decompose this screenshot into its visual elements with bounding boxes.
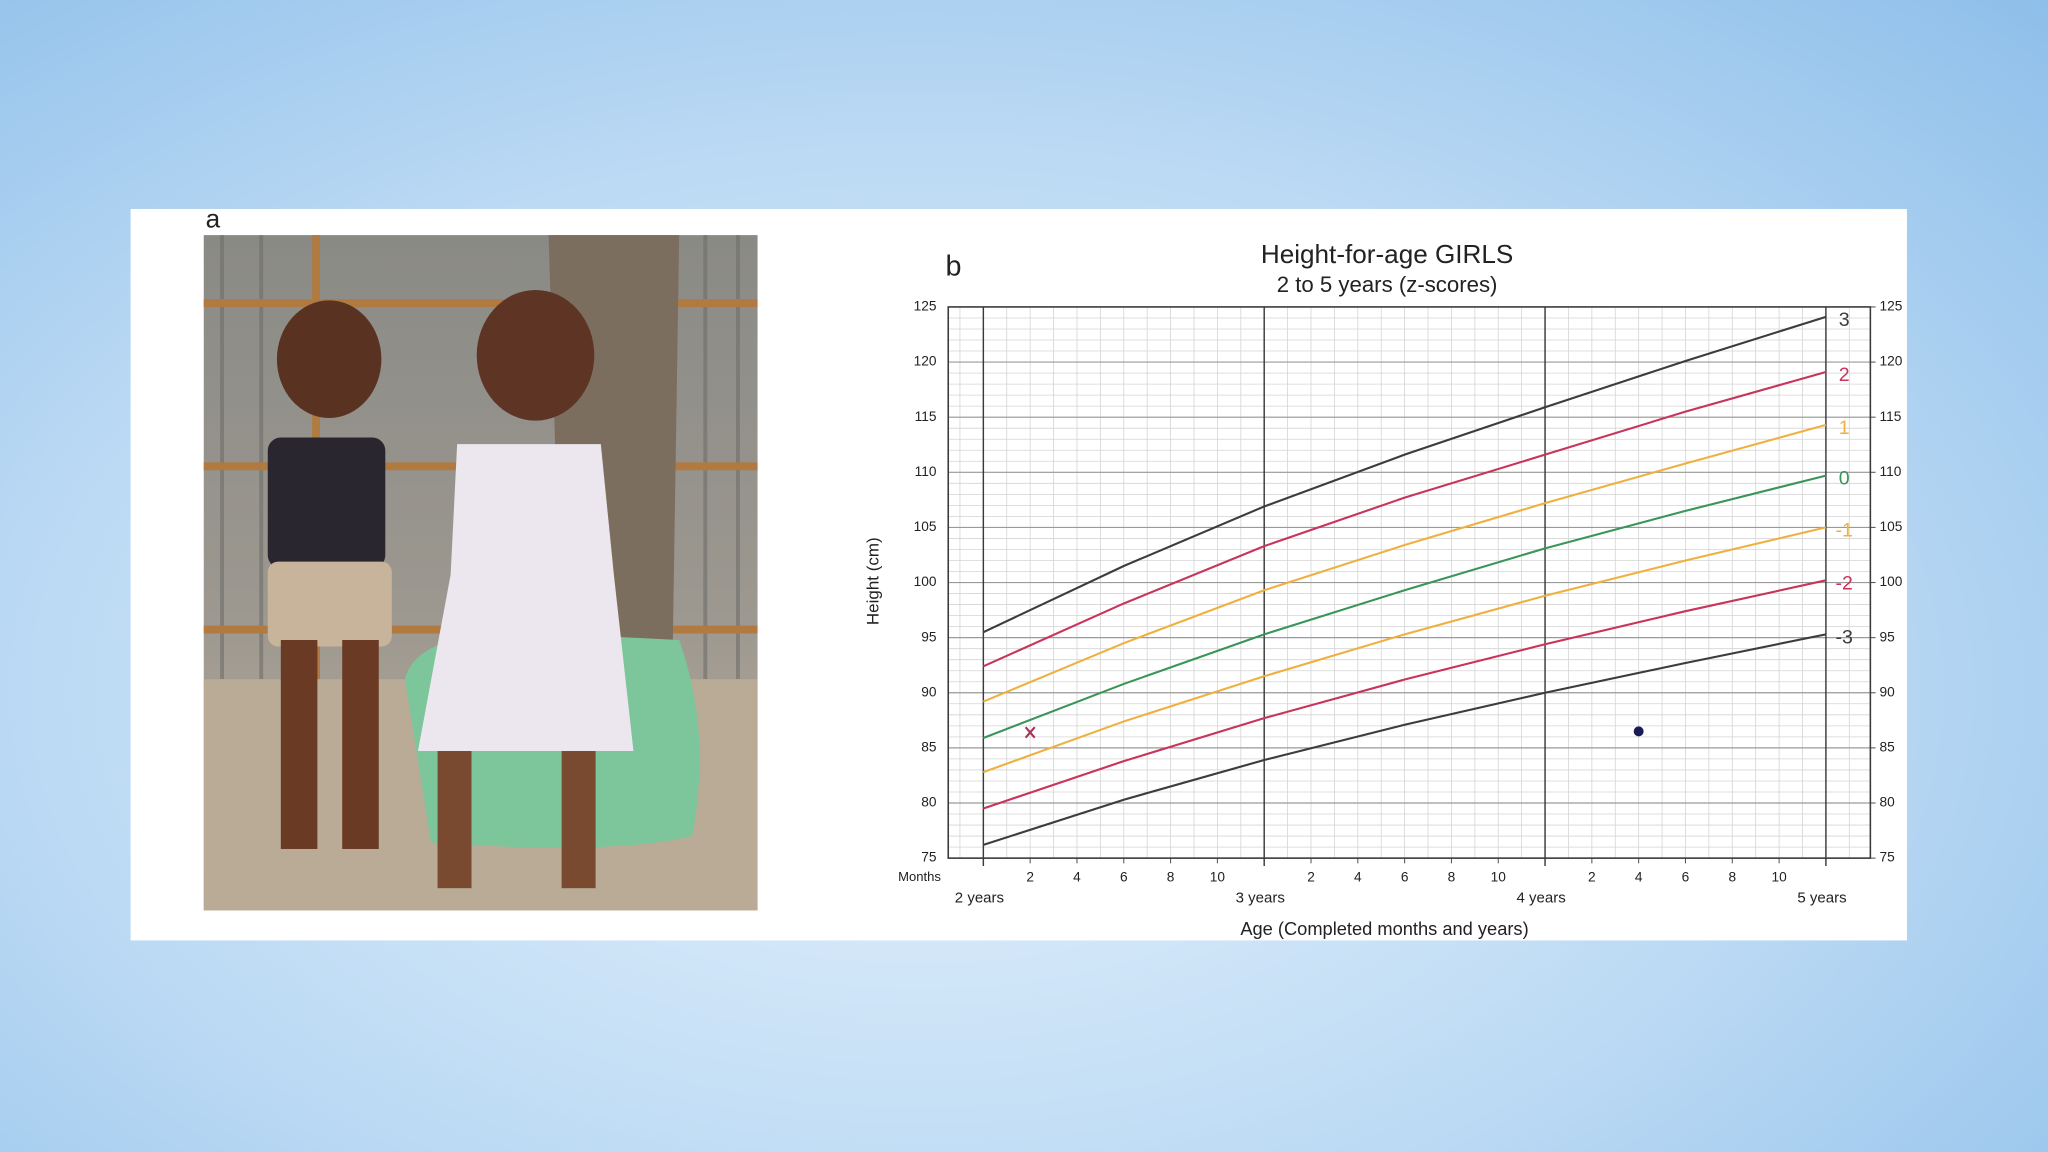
- x-tick-label: 6: [1682, 869, 1690, 884]
- chart-subtitle: 2 to 5 years (z-scores): [1277, 272, 1498, 297]
- y-tick-label: 80: [921, 795, 937, 810]
- z-score-curve: [982, 474, 1827, 739]
- x-tick-label: 8: [1448, 869, 1456, 884]
- z-score-curve: [983, 579, 1827, 810]
- z-score-curve: [982, 315, 1827, 634]
- z-score-curve: [982, 370, 1827, 668]
- y2-tick-label: 90: [1880, 684, 1896, 699]
- curve-label: 1: [1839, 417, 1850, 439]
- y-axis-label: Height (cm): [863, 537, 882, 625]
- x-axis-label: Age (Completed months and years): [1240, 918, 1528, 939]
- measurement-marker: [1633, 726, 1644, 737]
- y-tick-label: 95: [921, 629, 937, 644]
- y2-tick-label: 125: [1880, 299, 1903, 314]
- y2-tick-label: 115: [1880, 409, 1902, 424]
- year-tick-label: 4 years: [1517, 890, 1566, 907]
- x-tick-label: 2: [1026, 869, 1034, 884]
- x-tick-label: 10: [1491, 869, 1507, 884]
- curve-label: -1: [1836, 520, 1853, 542]
- x-tick-label: 2: [1307, 869, 1315, 884]
- chart-title: Height-for-age GIRLS: [1261, 239, 1514, 269]
- curve-label: -3: [1836, 626, 1854, 648]
- y-tick-label: 75: [921, 850, 937, 865]
- x-tick-label: 4: [1073, 869, 1081, 884]
- x-tick-label: 6: [1401, 869, 1409, 884]
- y2-tick-label: 95: [1880, 629, 1896, 644]
- x-unit-label: Months: [898, 869, 941, 884]
- panel-label: a: [206, 204, 221, 234]
- curve-label: -2: [1836, 572, 1853, 594]
- curve-label: 2: [1839, 364, 1850, 386]
- panel-label: b: [945, 250, 961, 282]
- year-tick-label: 5 years: [1797, 890, 1846, 907]
- x-tick-label: 8: [1167, 869, 1175, 884]
- curve-label: 3: [1839, 309, 1850, 331]
- curve-label: 0: [1839, 468, 1850, 490]
- y-tick-label: 90: [921, 684, 937, 699]
- y-tick-label: 115: [915, 409, 937, 424]
- x-tick-label: 6: [1120, 869, 1128, 884]
- y-tick-label: 120: [914, 354, 937, 369]
- y-tick-label: 110: [915, 464, 937, 479]
- y2-tick-label: 100: [1880, 574, 1903, 589]
- x-tick-label: 10: [1210, 869, 1226, 884]
- x-tick-label: 4: [1635, 869, 1643, 884]
- y2-tick-label: 105: [1880, 519, 1903, 534]
- measurement-marker: [1024, 726, 1036, 739]
- plot-frame: [947, 306, 1872, 859]
- photo: [203, 235, 758, 911]
- growth-chart: b Height-for-age GIRLS 2 to 5 years (z-s…: [863, 239, 1902, 939]
- x-tick-label: 8: [1728, 869, 1736, 884]
- x-tick-label: 10: [1771, 869, 1787, 884]
- y2-tick-label: 120: [1880, 354, 1903, 369]
- y-tick-label: 125: [914, 299, 937, 314]
- y-tick-label: 100: [914, 574, 937, 589]
- y2-tick-label: 85: [1880, 740, 1896, 755]
- y2-tick-label: 110: [1880, 464, 1902, 479]
- y2-tick-label: 80: [1880, 795, 1896, 810]
- y2-tick-label: 75: [1880, 850, 1896, 865]
- year-tick-label: 2 years: [955, 890, 1004, 907]
- x-tick-label: 4: [1354, 869, 1362, 884]
- z-score-curve: [983, 633, 1827, 846]
- z-score-curve: [982, 423, 1827, 703]
- year-tick-label: 3 years: [1236, 890, 1285, 907]
- x-tick-label: 2: [1588, 869, 1596, 884]
- z-score-curve: [982, 526, 1827, 774]
- y-tick-label: 105: [914, 519, 937, 534]
- y-tick-label: 85: [921, 740, 937, 755]
